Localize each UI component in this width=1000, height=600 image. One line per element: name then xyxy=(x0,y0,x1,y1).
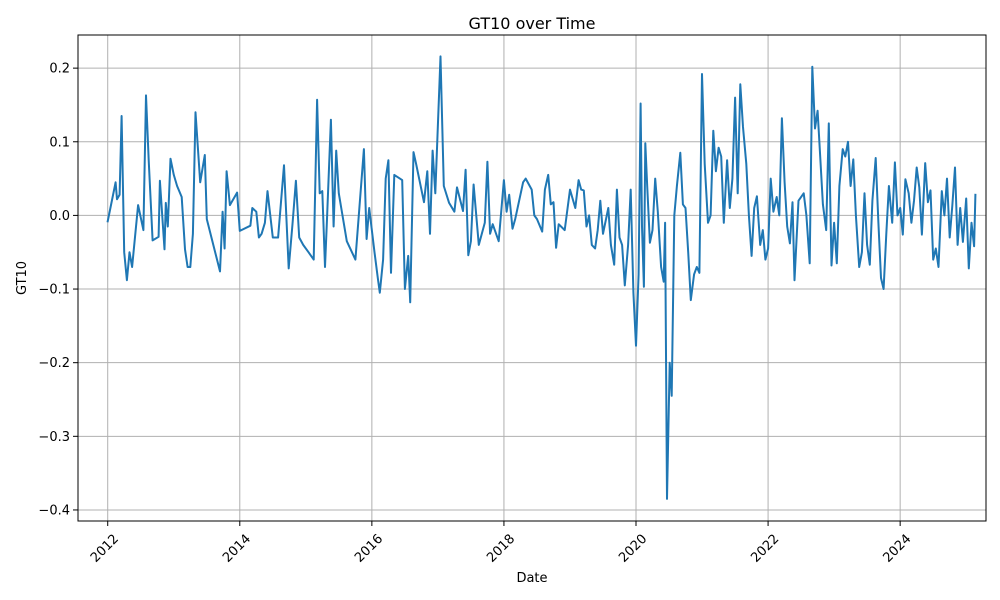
y-tick-label: −0.2 xyxy=(38,356,70,371)
y-tick-label: −0.3 xyxy=(38,430,70,445)
y-tick-label: 0.0 xyxy=(49,209,70,224)
grid-lines xyxy=(78,35,986,521)
series-line-0 xyxy=(106,55,977,500)
x-axis-label: Date xyxy=(516,571,547,586)
y-tick-label: −0.1 xyxy=(38,283,70,298)
y-tick-label: 0.1 xyxy=(49,135,70,150)
y-tick-label: 0.2 xyxy=(49,62,70,77)
series-layer xyxy=(106,55,977,500)
chart-title: GT10 over Time xyxy=(469,14,596,33)
y-axis-label: GT10 xyxy=(15,261,30,295)
plot-frame xyxy=(77,34,987,522)
y-tick-label: −0.4 xyxy=(38,503,70,518)
